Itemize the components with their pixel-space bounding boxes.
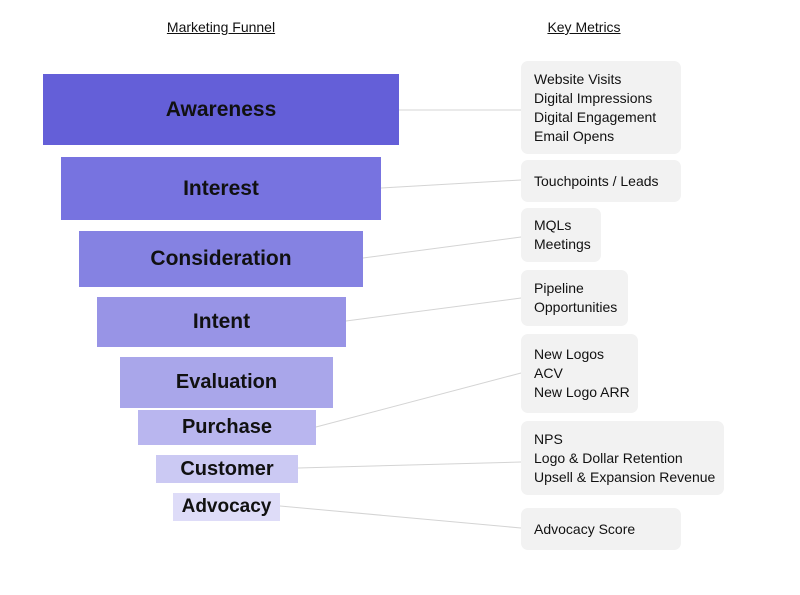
stage-label: Awareness	[165, 97, 277, 121]
connector-interest	[380, 179, 522, 189]
stage-label: Evaluation	[175, 371, 278, 393]
metrics-box-intent: Pipeline Opportunities	[521, 270, 628, 326]
funnel-stage-intent: Intent	[97, 297, 346, 347]
metrics-header: Key Metrics	[547, 19, 621, 35]
funnel-stage-customer: Customer	[156, 455, 298, 483]
metrics-box-awareness: Website Visits Digital Impressions Digit…	[521, 61, 681, 154]
stage-label: Consideration	[150, 247, 292, 270]
stage-label: Customer	[180, 457, 274, 480]
connector-consideration	[362, 236, 522, 259]
metric-item: Upsell & Expansion Revenue	[534, 468, 716, 485]
metric-item: Logo & Dollar Retention	[534, 449, 683, 466]
connector-purchase	[315, 372, 522, 428]
stage-label: Purchase	[181, 416, 273, 438]
funnel-stage-awareness: Awareness	[43, 74, 399, 145]
metrics-box-purchase: New Logos ACV New Logo ARR	[521, 334, 638, 413]
metric-item: Pipeline	[534, 280, 584, 296]
metrics-box-advocacy: Advocacy Score	[521, 508, 681, 550]
metric-item: New Logos	[534, 346, 605, 362]
metric-item: Email Opens	[534, 127, 615, 144]
metric-item: ACV	[534, 365, 563, 381]
funnel-header: Marketing Funnel	[166, 19, 276, 35]
metric-item: Digital Impressions	[534, 89, 653, 106]
stage-label: Advocacy	[181, 496, 272, 517]
stage-label: Interest	[183, 176, 259, 200]
stage-label: Intent	[192, 310, 251, 333]
metric-item: Meetings	[534, 236, 591, 252]
connector-intent	[345, 297, 522, 322]
connector-customer	[297, 461, 522, 469]
funnel-stage-consideration: Consideration	[79, 231, 363, 287]
funnel-stage-evaluation: Evaluation	[120, 357, 333, 408]
metrics-box-consideration: MQLs Meetings	[521, 208, 601, 262]
metrics-box-customer: NPS Logo & Dollar Retention Upsell & Exp…	[521, 421, 724, 495]
metric-item: Website Visits	[534, 70, 622, 87]
funnel-stage-advocacy: Advocacy	[173, 493, 280, 521]
funnel-stage-interest: Interest	[61, 157, 381, 220]
metric-item: Advocacy Score	[534, 520, 636, 537]
metrics-box-interest: Touchpoints / Leads	[521, 160, 681, 202]
metric-item: Touchpoints / Leads	[534, 172, 659, 189]
funnel-stage-purchase: Purchase	[138, 410, 316, 445]
metric-item: New Logo ARR	[534, 384, 630, 400]
metric-item: MQLs	[534, 217, 572, 233]
connector-advocacy	[279, 505, 522, 529]
metric-item: Digital Engagement	[534, 108, 657, 125]
metric-item: Opportunities	[534, 299, 618, 315]
metric-item: NPS	[534, 430, 563, 447]
